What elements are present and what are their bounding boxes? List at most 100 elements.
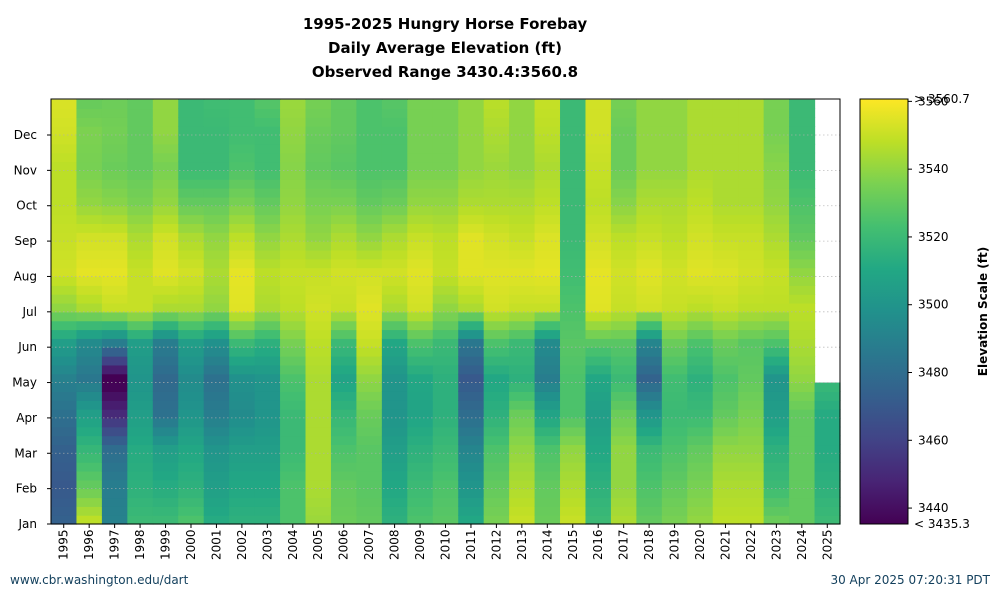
heatmap-cell (76, 205, 103, 216)
heatmap-cell (661, 232, 688, 242)
heatmap-cell (560, 302, 587, 313)
heatmap-cell (763, 126, 790, 136)
heatmap-cell (330, 267, 358, 278)
heatmap-cell (305, 462, 332, 472)
heatmap-cell (407, 205, 434, 216)
heatmap-cell (305, 188, 332, 198)
heatmap-cell (51, 135, 78, 145)
heatmap-cell (661, 479, 688, 490)
heatmap-cell (229, 497, 256, 507)
heatmap-cell (381, 143, 408, 154)
heatmap-cell (101, 135, 128, 145)
heatmap-cell (51, 453, 78, 463)
heatmap-cell (381, 249, 408, 260)
heatmap-cell (280, 470, 307, 481)
heatmap-cell (661, 444, 688, 454)
heatmap-cell (560, 117, 587, 127)
heatmap-cell (585, 99, 612, 110)
heatmap-cell (305, 373, 332, 384)
heatmap-cell (738, 391, 765, 401)
heatmap-cell (814, 470, 841, 481)
heatmap-cell (636, 453, 663, 463)
heatmap-cell (534, 497, 561, 507)
heatmap-cell (483, 170, 510, 180)
heatmap-cell (661, 179, 688, 189)
year-tick-label: 2005 (311, 529, 325, 560)
heatmap-cell (356, 108, 383, 118)
heatmap-cell (381, 108, 408, 118)
heatmap-cell (432, 470, 459, 481)
heatmap-cell (305, 311, 332, 322)
heatmap-cell (432, 161, 459, 171)
heatmap-cell (356, 356, 383, 366)
heatmap-cell (407, 179, 434, 189)
heatmap-cell (203, 302, 230, 313)
year-tick-label: 2006 (337, 529, 351, 560)
heatmap-cell (280, 497, 307, 507)
heatmap-cell (585, 205, 612, 216)
heatmap-cell (483, 462, 510, 472)
heatmap-cell (178, 311, 205, 322)
heatmap-cell (509, 338, 536, 348)
heatmap-cell (407, 311, 434, 322)
heatmap-cell (763, 258, 790, 269)
heatmap-cell (76, 347, 103, 357)
heatmap-cell (178, 258, 205, 269)
heatmap-cell (534, 320, 561, 331)
heatmap-cell (712, 126, 739, 136)
heatmap-cell (534, 311, 561, 322)
year-tick-label: 2019 (668, 529, 682, 560)
chart-title-line-3: Observed Range 3430.4:3560.8 (311, 63, 579, 81)
heatmap-cell (356, 391, 383, 401)
heatmap-cell (560, 205, 587, 216)
heatmap-cell (76, 400, 103, 410)
heatmap-cell (738, 143, 765, 154)
heatmap-cell (560, 143, 587, 154)
heatmap-cell (789, 400, 816, 410)
heatmap-cell (51, 170, 78, 180)
heatmap-cell (661, 188, 688, 198)
heatmap-cell (305, 417, 332, 428)
heatmap-cell (229, 196, 256, 207)
heatmap-cell (610, 99, 637, 110)
heatmap-cell (178, 170, 205, 180)
heatmap-cell (789, 143, 816, 154)
year-tick-label: 2014 (540, 529, 554, 560)
heatmap-cell (203, 497, 230, 507)
year-tick-label: 2025 (820, 529, 834, 560)
heatmap-cell (330, 347, 358, 357)
heatmap-cell (356, 179, 383, 189)
heatmap-cell (127, 409, 154, 419)
heatmap-cell (305, 302, 332, 313)
heatmap-cell (407, 347, 434, 357)
heatmap-cell (636, 161, 663, 171)
heatmap-cell (127, 347, 154, 357)
heatmap-cell (356, 488, 383, 499)
heatmap-cell (127, 232, 154, 242)
heatmap-cell (76, 356, 103, 366)
heatmap-cell (127, 285, 154, 295)
footer-source-link[interactable]: www.cbr.washington.edu/dart (10, 573, 189, 587)
heatmap-cell (356, 294, 383, 304)
heatmap-cell (76, 232, 103, 242)
heatmap-cell (101, 188, 128, 198)
year-tick-label: 1996 (82, 529, 96, 560)
heatmap-cell (789, 364, 816, 375)
heatmap-cell (560, 470, 587, 481)
heatmap-cell (712, 373, 739, 384)
heatmap-cell (763, 400, 790, 410)
heatmap-cell (203, 258, 230, 269)
heatmap-cell (76, 391, 103, 401)
heatmap-cell (483, 515, 510, 525)
heatmap-cell (738, 196, 765, 207)
heatmap-cell (432, 126, 459, 136)
heatmap-cell (432, 479, 459, 490)
heatmap-cell (381, 444, 408, 454)
heatmap-cell (534, 506, 561, 516)
heatmap-cell (534, 338, 561, 348)
heatmap-cell (763, 338, 790, 348)
heatmap-cell (636, 409, 663, 419)
heatmap-cell (483, 497, 510, 507)
heatmap-cell (101, 329, 128, 339)
heatmap-cell (51, 347, 78, 357)
